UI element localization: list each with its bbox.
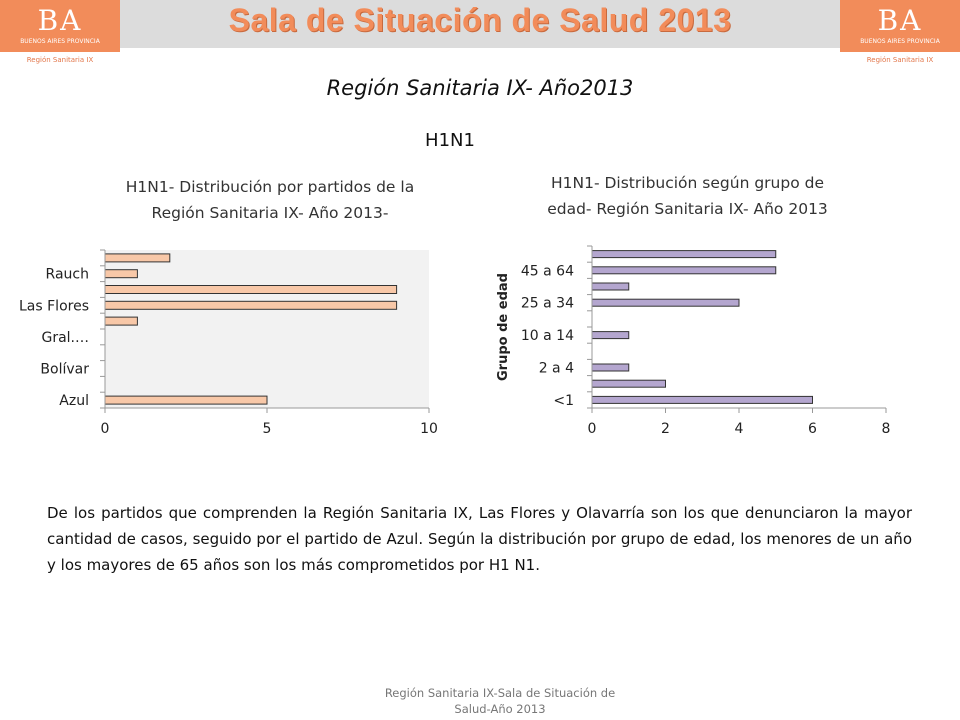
- chart2-category-label: 45 a 64: [521, 263, 574, 279]
- chart1-category-label: Azul: [59, 393, 89, 409]
- chart2-category-label: 10 a 14: [521, 328, 574, 344]
- section-title: H1N1: [425, 130, 475, 151]
- chart2-x-tick-label: 4: [735, 421, 744, 437]
- chart1-title-line: Región Sanitaria IX- Año 2013-: [151, 204, 389, 222]
- logo-region: Región Sanitaria IX: [0, 52, 120, 68]
- chart1-bar: [104, 300, 398, 310]
- chart2-bar: [591, 298, 740, 307]
- chart1-category-label: Las Flores: [19, 298, 89, 314]
- chart1-bar: [104, 316, 138, 326]
- logo-mark: BA: [877, 4, 923, 37]
- chart2-category-label: 25 a 34: [521, 296, 574, 312]
- chart1-bar: [104, 269, 138, 279]
- chart1-category-label: Bolívar: [40, 362, 89, 378]
- footer: Región Sanitaria IX-Sala de Situación de…: [360, 685, 640, 717]
- chart2-title-line: H1N1- Distribución según grupo de: [551, 174, 824, 192]
- footer-line: Salud-Año 2013: [454, 702, 546, 716]
- ba-logo-left: BA BUENOS AIRES PROVINCIA Región Sanitar…: [0, 0, 120, 68]
- chart1-bar: [104, 285, 398, 294]
- chart2-bar: [591, 266, 777, 275]
- chart2-title-line: edad- Región Sanitaria IX- Año 2013: [547, 200, 828, 218]
- chart1-title-line: H1N1- Distribución por partidos de la: [125, 178, 415, 196]
- chart2-x-tick-label: 0: [588, 421, 597, 437]
- footer-line: Región Sanitaria IX-Sala de Situación de: [384, 686, 616, 700]
- chart2-bar: [591, 395, 813, 404]
- chart2-bar: [591, 379, 666, 388]
- chart2-bar: [591, 363, 630, 372]
- chart2-x-tick-label: 2: [661, 421, 670, 437]
- chart1-plot-area: [105, 250, 429, 408]
- header-banner: Sala de Situación de Salud 2013: [0, 0, 960, 48]
- chart2-title: H1N1- Distribución según grupo de edad- …: [505, 170, 870, 222]
- chart2-category-label: <1: [553, 393, 574, 409]
- logo-mark: BA: [37, 4, 83, 37]
- chart1-x-tick-label: 10: [420, 421, 438, 437]
- ba-logo-right: BA BUENOS AIRES PROVINCIA Región Sanitar…: [840, 0, 960, 68]
- chart2-bar: [591, 282, 630, 291]
- chart2-x-tick-label: 8: [882, 421, 891, 437]
- chart1-x-tick-label: 0: [101, 421, 110, 437]
- summary-paragraph: De los partidos que comprenden la Región…: [47, 504, 912, 574]
- chart1-category-label: Rauch: [46, 267, 89, 283]
- chart2-y-axis-title: Grupo de edad: [496, 273, 511, 381]
- logo-region: Región Sanitaria IX: [840, 52, 960, 68]
- header-title: Sala de Situación de Salud 2013: [228, 2, 732, 38]
- chart2-x-tick-label: 6: [808, 421, 817, 437]
- chart2-bar: [591, 331, 630, 340]
- logo-province: BUENOS AIRES PROVINCIA: [20, 38, 100, 45]
- chart1-x-tick-label: 5: [263, 421, 272, 437]
- chart1-bar: [104, 253, 171, 263]
- page-title: Región Sanitaria IX- Año2013: [326, 76, 634, 100]
- chart1-bar: [104, 395, 268, 405]
- chart2-bar: [591, 250, 777, 259]
- logo-province: BUENOS AIRES PROVINCIA: [860, 38, 940, 45]
- chart1-category-label: Gral.…: [41, 330, 89, 346]
- chart1-title: H1N1- Distribución por partidos de la Re…: [90, 174, 450, 226]
- chart2-category-label: 2 a 4: [539, 361, 574, 377]
